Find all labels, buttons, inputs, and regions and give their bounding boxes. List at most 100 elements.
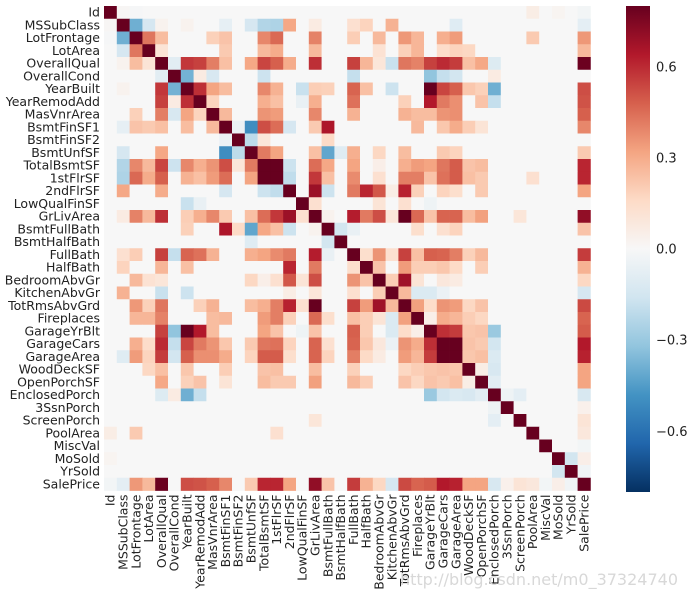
heatmap-cell [206, 401, 220, 415]
heatmap-cell [283, 375, 297, 389]
heatmap-cell [411, 465, 425, 479]
heatmap-cell [385, 286, 399, 300]
heatmap-cell [334, 184, 348, 198]
heatmap-cell [398, 477, 412, 491]
heatmap-cell [398, 299, 412, 313]
heatmap-cell [372, 363, 386, 377]
heatmap-cell [193, 414, 207, 428]
heatmap-cell [168, 222, 182, 236]
heatmap-cell [296, 439, 310, 453]
heatmap-cell [296, 69, 310, 83]
x-tick-label: 2ndFlrSF [282, 495, 297, 550]
heatmap-cell [347, 324, 361, 338]
heatmap-cell [155, 426, 169, 440]
heatmap-cell [577, 95, 591, 109]
heatmap-cell [411, 375, 425, 389]
y-tick-label: YearRemodAdd [5, 94, 100, 109]
heatmap-cell [462, 133, 476, 147]
heatmap-cell [193, 299, 207, 313]
heatmap-cell [398, 146, 412, 160]
heatmap-cell [193, 159, 207, 173]
heatmap-cell [398, 426, 412, 440]
heatmap-cell [257, 248, 271, 262]
heatmap-cell [436, 6, 450, 20]
heatmap-cell [219, 210, 233, 224]
heatmap-cell [219, 426, 233, 440]
heatmap-cell [308, 133, 322, 147]
heatmap-cell [398, 439, 412, 453]
heatmap-cell [193, 6, 207, 20]
heatmap-cell [257, 159, 271, 173]
heatmap-cell [142, 273, 156, 287]
heatmap-cell [488, 299, 502, 313]
heatmap-cell [539, 69, 553, 83]
heatmap-cell [180, 324, 194, 338]
heatmap-cell [155, 477, 169, 491]
heatmap-cell [526, 18, 540, 32]
heatmap-cell [577, 222, 591, 236]
heatmap-cell [564, 312, 578, 326]
heatmap-cell [552, 82, 566, 96]
heatmap-cell [232, 477, 246, 491]
heatmap-cell [475, 337, 489, 351]
heatmap-cell [283, 465, 297, 479]
heatmap-cell [539, 95, 553, 109]
heatmap-cell [526, 235, 540, 249]
heatmap-cell [347, 197, 361, 211]
heatmap-cell [104, 31, 118, 45]
heatmap-cell [475, 184, 489, 198]
heatmap-cell [270, 350, 284, 364]
heatmap-cell [360, 222, 374, 236]
y-tick-label: MasVnrArea [25, 107, 100, 122]
heatmap-cell [257, 44, 271, 58]
heatmap-cell [488, 146, 502, 160]
heatmap-cell [129, 210, 143, 224]
heatmap-cell [321, 146, 335, 160]
heatmap-cell [526, 312, 540, 326]
heatmap-cell [270, 6, 284, 20]
heatmap-cell [462, 375, 476, 389]
heatmap-cell [411, 108, 425, 122]
heatmap-cell [219, 133, 233, 147]
heatmap-cell [500, 31, 514, 45]
heatmap-cell [283, 31, 297, 45]
heatmap-cell [116, 414, 130, 428]
heatmap-cell [526, 439, 540, 453]
heatmap-cell [321, 197, 335, 211]
heatmap-cell [424, 120, 438, 134]
heatmap-cell [296, 452, 310, 466]
heatmap-cell [168, 401, 182, 415]
heatmap-cell [257, 197, 271, 211]
heatmap-cell [321, 286, 335, 300]
heatmap-cell [129, 388, 143, 402]
heatmap-cell [219, 465, 233, 479]
heatmap-cell [104, 312, 118, 326]
heatmap-cell [334, 426, 348, 440]
heatmap-cell [424, 57, 438, 71]
heatmap-cell [270, 324, 284, 338]
heatmap-cell [104, 222, 118, 236]
heatmap-cell [116, 465, 130, 479]
heatmap-cell [411, 184, 425, 198]
heatmap-cell [500, 235, 514, 249]
heatmap-cell [193, 363, 207, 377]
heatmap-cell [206, 69, 220, 83]
heatmap-cell [168, 44, 182, 58]
heatmap-cell [372, 248, 386, 262]
heatmap-cell [168, 159, 182, 173]
heatmap-cell [232, 133, 246, 147]
heatmap-cell [180, 452, 194, 466]
heatmap-cell [155, 388, 169, 402]
heatmap-cell [270, 69, 284, 83]
heatmap-cell [411, 286, 425, 300]
heatmap-cell [193, 312, 207, 326]
heatmap-cell [308, 95, 322, 109]
heatmap-cell [360, 95, 374, 109]
heatmap-cell [552, 197, 566, 211]
heatmap-cell [129, 324, 143, 338]
heatmap-cell [334, 95, 348, 109]
heatmap-cell [193, 401, 207, 415]
heatmap-cell [308, 337, 322, 351]
x-tick-label: LowQualFinSF [295, 495, 310, 581]
y-tick-label: LotArea [52, 43, 100, 58]
